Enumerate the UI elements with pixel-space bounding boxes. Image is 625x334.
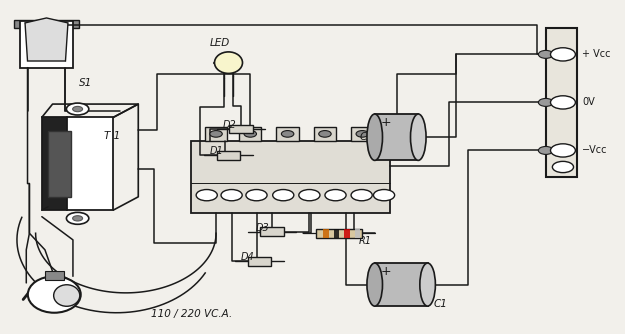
Circle shape [281, 131, 294, 137]
Bar [42, 117, 67, 210]
Text: S1: S1 [79, 77, 92, 88]
Text: D4: D4 [241, 252, 255, 262]
Bar [276, 127, 299, 141]
Circle shape [538, 147, 553, 154]
Bar [316, 228, 362, 238]
Ellipse shape [214, 52, 243, 73]
Circle shape [356, 131, 369, 137]
Text: + Vcc: + Vcc [582, 49, 611, 59]
Circle shape [319, 131, 331, 137]
Text: R1: R1 [359, 235, 372, 245]
Text: LED: LED [210, 38, 230, 48]
Bar [260, 227, 284, 236]
Bar [205, 127, 228, 141]
Bar [239, 127, 261, 141]
Polygon shape [25, 18, 68, 61]
Text: +: + [381, 116, 392, 129]
Bar [314, 127, 336, 141]
Ellipse shape [367, 114, 382, 160]
Bar [45, 271, 64, 280]
Text: 0V: 0V [582, 98, 594, 108]
Bar [191, 141, 390, 213]
Text: −Vcc: −Vcc [582, 145, 608, 155]
Circle shape [374, 189, 394, 201]
Ellipse shape [54, 285, 80, 306]
Bar [217, 151, 241, 160]
Bar [355, 228, 361, 238]
Text: C1: C1 [434, 300, 447, 310]
Text: C2: C2 [359, 132, 373, 142]
Circle shape [72, 107, 82, 112]
Circle shape [538, 99, 553, 107]
Bar [67, 117, 113, 210]
Bar [20, 21, 73, 67]
Circle shape [72, 216, 82, 221]
Circle shape [246, 189, 267, 201]
Text: +: + [381, 265, 392, 278]
Ellipse shape [411, 114, 426, 160]
Circle shape [221, 189, 243, 201]
Circle shape [66, 103, 89, 115]
Circle shape [299, 189, 320, 201]
Text: T 1: T 1 [104, 131, 120, 141]
Bar [248, 257, 271, 266]
Circle shape [538, 50, 553, 58]
Circle shape [325, 189, 346, 201]
Circle shape [196, 189, 218, 201]
Ellipse shape [28, 276, 81, 313]
Circle shape [210, 131, 222, 137]
Circle shape [551, 96, 576, 109]
Text: D2: D2 [222, 120, 236, 130]
Circle shape [351, 189, 372, 201]
Bar [351, 127, 374, 141]
Circle shape [551, 144, 576, 157]
Text: D3: D3 [255, 223, 269, 233]
Bar [229, 125, 253, 133]
Text: D1: D1 [210, 146, 224, 156]
Bar [323, 228, 329, 238]
Ellipse shape [420, 263, 436, 306]
Circle shape [66, 212, 89, 224]
Ellipse shape [367, 263, 382, 306]
Circle shape [272, 189, 294, 201]
Bar [344, 228, 350, 238]
Bar [375, 263, 428, 306]
Circle shape [551, 48, 576, 61]
Text: 110 / 220 VC.A.: 110 / 220 VC.A. [151, 309, 232, 319]
Bar [14, 20, 79, 28]
Bar [334, 228, 339, 238]
Bar [48, 131, 71, 197]
Circle shape [244, 131, 256, 137]
Bar [546, 28, 577, 177]
Bar [375, 114, 418, 160]
Circle shape [552, 161, 574, 173]
